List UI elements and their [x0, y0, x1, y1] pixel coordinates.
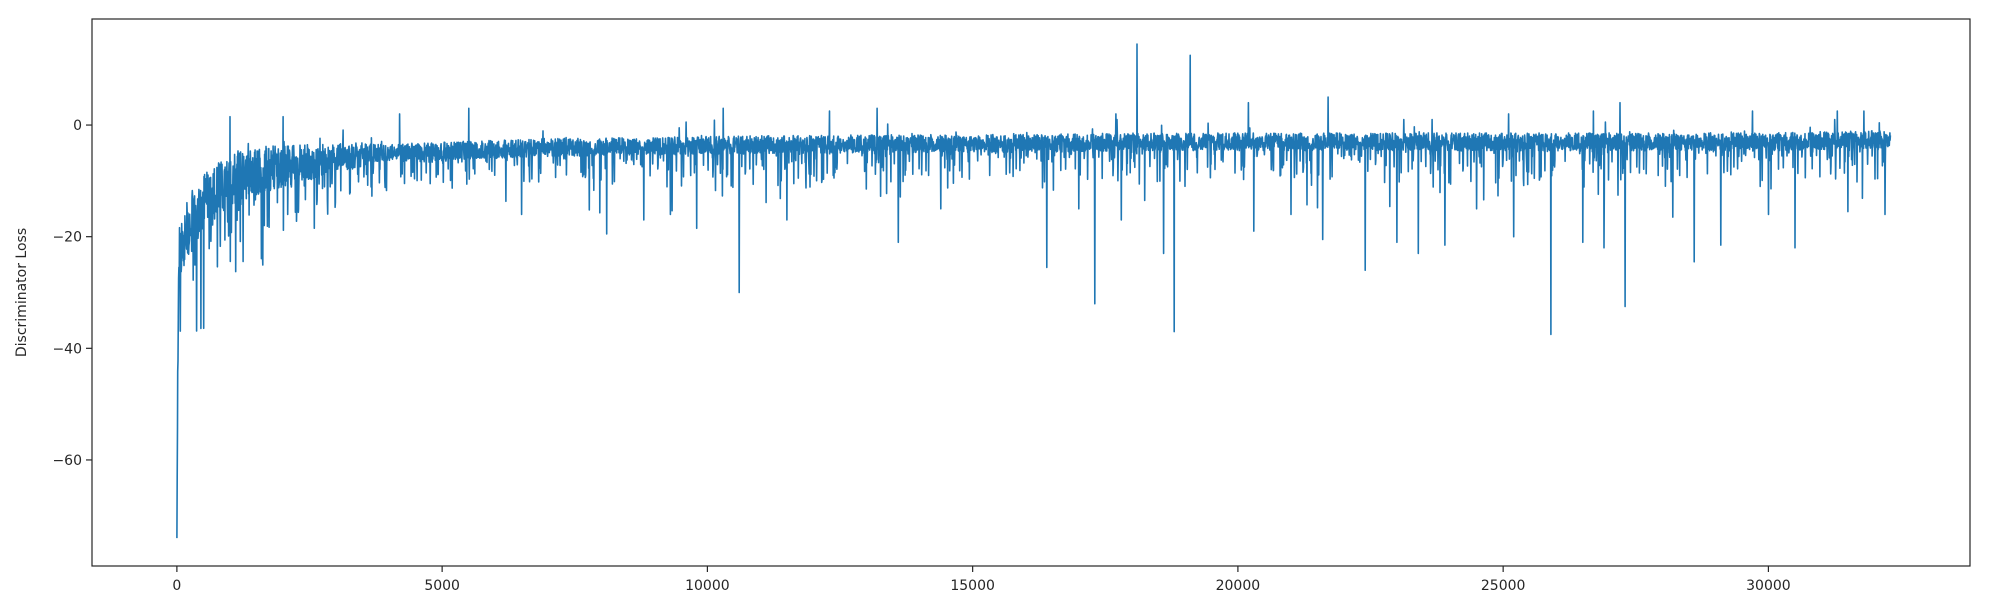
plot-area — [176, 43, 1892, 539]
x-tick-label: 5000 — [424, 578, 460, 594]
y-tick-label: −20 — [52, 230, 82, 246]
series-line — [176, 43, 1892, 539]
axes: 0 5000 10000 15000 20000 25000 30000 0 −20 −40 −60 — [52, 18, 1971, 594]
x-tick-label: 15000 — [950, 578, 995, 594]
x-tick-label: 25000 — [1481, 578, 1526, 594]
y-tick-label: −40 — [52, 341, 82, 357]
axes-frame — [91, 18, 1971, 567]
x-tick-label: 0 — [172, 578, 181, 594]
x-tick-label: 20000 — [1216, 578, 1261, 594]
y-tick-label: −60 — [52, 453, 82, 469]
x-tick-label: 10000 — [685, 578, 730, 594]
y-tick-label: 0 — [73, 118, 82, 134]
y-axis-label: Discriminator Loss — [14, 228, 30, 357]
x-tick-label: 30000 — [1746, 578, 1791, 594]
